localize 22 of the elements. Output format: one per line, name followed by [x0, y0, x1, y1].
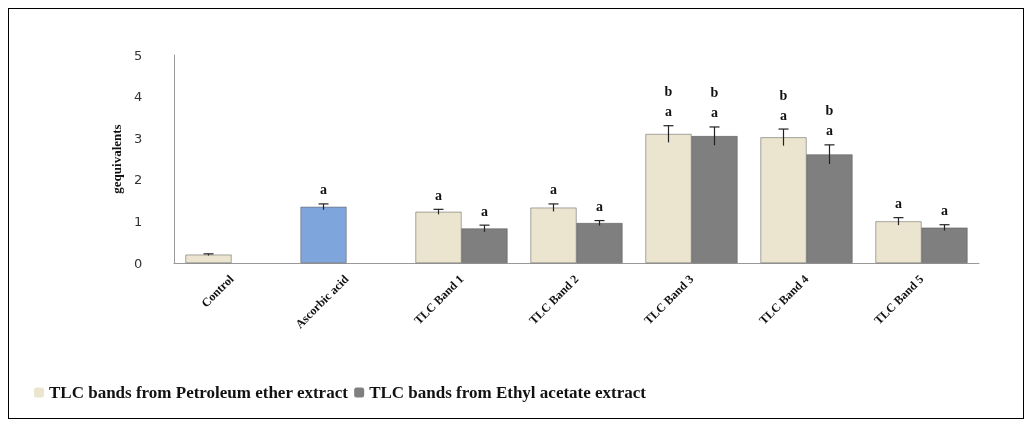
data-label: b a [825, 103, 834, 139]
data-label: a [895, 196, 902, 212]
y-tick-label: 4 [134, 89, 143, 105]
y-axis-title: gequivalents [109, 124, 125, 194]
y-tick-label: 0 [134, 255, 143, 271]
data-label: b a [779, 87, 788, 123]
legend-label: TLC bands from Petroleum ether extract [49, 383, 349, 402]
y-tick-label: 2 [134, 172, 143, 188]
data-label: a [941, 203, 948, 219]
bar [300, 206, 347, 263]
data-label: a [596, 199, 603, 215]
data-label: a [320, 182, 327, 198]
data-label: a [435, 187, 442, 203]
data-label: a [550, 182, 557, 198]
y-tick-label: 3 [134, 130, 143, 146]
data-label: b a [710, 85, 719, 121]
data-label: a [481, 203, 488, 219]
bar [185, 254, 232, 263]
y-tick-label: 1 [134, 213, 143, 229]
y-tick-label: 5 [134, 47, 143, 63]
data-label: b a [664, 84, 673, 120]
legend-label: TLC bands from Ethyl acetate extract [369, 383, 647, 402]
